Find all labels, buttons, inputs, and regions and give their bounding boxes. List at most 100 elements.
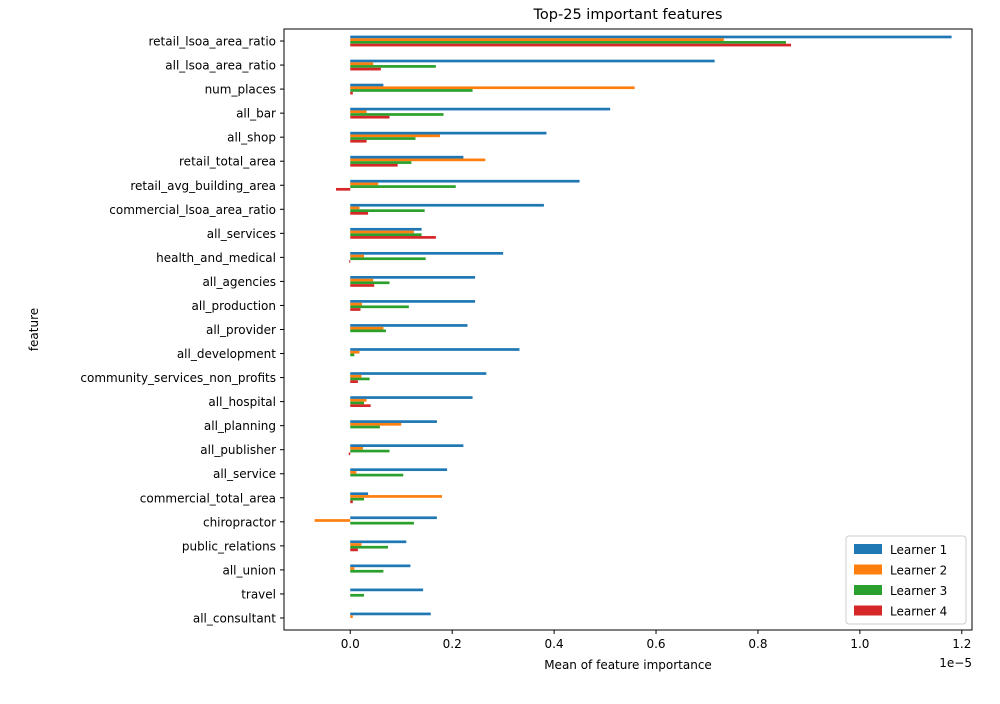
y-tick-label: commercial_lsoa_area_ratio bbox=[109, 203, 276, 217]
y-axis-ticks: retail_lsoa_area_ratio all_lsoa_area_rati… bbox=[80, 35, 284, 625]
y-tick-label: commercial_total_area bbox=[140, 491, 276, 505]
bar-all_lsoa_area_ratio-learner-3 bbox=[350, 65, 436, 68]
legend-label: Learner 2 bbox=[890, 564, 947, 578]
bar-health_and_medical-learner-2 bbox=[350, 254, 365, 258]
x-tick-label: 1.2 bbox=[952, 637, 971, 651]
y-tick-label: chiropractor bbox=[203, 515, 276, 529]
bar-all_hospital-learner-4 bbox=[350, 404, 371, 408]
legend-frame bbox=[845, 535, 967, 625]
bar-all_agencies-learner-2 bbox=[350, 278, 374, 282]
bar-all_planning-learner-2 bbox=[350, 422, 402, 426]
bar-travel-learner-1 bbox=[350, 588, 424, 592]
bar-all_shop-learner-1 bbox=[350, 131, 547, 135]
bar-health_and_medical-learner-1 bbox=[350, 251, 504, 255]
bar-all_agencies-learner-4 bbox=[350, 284, 375, 287]
legend-label: Learner 3 bbox=[890, 584, 947, 598]
x-tick-label: 0.2 bbox=[443, 637, 462, 651]
y-tick-label: all_service bbox=[213, 467, 276, 481]
y-tick-label: all_production bbox=[192, 299, 276, 313]
y-tick-label: retail_lsoa_area_ratio bbox=[149, 35, 277, 49]
bar-all_hospital-learner-1 bbox=[350, 396, 473, 399]
bar-all_planning-learner-1 bbox=[350, 420, 437, 423]
bar-all_consultant-learner-1 bbox=[350, 612, 431, 616]
bar-all_production-learner-1 bbox=[350, 300, 476, 303]
bar-all_services-learner-4 bbox=[350, 236, 436, 239]
bar-all_development-learner-2 bbox=[350, 350, 360, 354]
y-tick-label: retail_total_area bbox=[179, 155, 276, 169]
bar-commercial_total_area-learner-1 bbox=[350, 492, 369, 496]
bar-community_services_non_profits-learner-1 bbox=[350, 372, 487, 375]
x-tick-label: 0.6 bbox=[646, 637, 665, 651]
bar-commercial_lsoa_area_ratio-learner-1 bbox=[350, 203, 544, 207]
bar-commercial_lsoa_area_ratio-learner-4 bbox=[350, 212, 369, 215]
bar-chiropractor-learner-3 bbox=[350, 521, 414, 525]
bar-all_publisher-learner-3 bbox=[350, 449, 390, 453]
bar-commercial_total_area-learner-3 bbox=[350, 497, 365, 501]
bar-community_services_non_profits-learner-3 bbox=[350, 377, 370, 381]
bar-all_development-learner-3 bbox=[350, 353, 355, 357]
bar-all_shop-learner-3 bbox=[350, 137, 416, 140]
y-tick-label: all_union bbox=[222, 563, 276, 577]
bar-commercial_total_area-learner-4 bbox=[350, 500, 353, 504]
bar-all_union-learner-2 bbox=[350, 567, 355, 570]
y-tick-label: travel bbox=[241, 587, 276, 601]
bar-all_agencies-learner-3 bbox=[350, 281, 390, 285]
bar-public_relations-learner-2 bbox=[350, 543, 362, 546]
bar-all_union-learner-1 bbox=[350, 564, 411, 568]
bar-all_development-learner-1 bbox=[350, 348, 520, 351]
bar-num_places-learner-1 bbox=[350, 83, 384, 87]
bar-retail_total_area-learner-3 bbox=[350, 161, 412, 164]
bar-num_places-learner-2 bbox=[350, 86, 635, 90]
legend-label: Learner 1 bbox=[890, 543, 947, 557]
bar-chiropractor-learner-1 bbox=[350, 516, 437, 520]
legend-swatch bbox=[854, 605, 882, 616]
y-tick-label: public_relations bbox=[182, 539, 276, 553]
bar-all_union-learner-3 bbox=[350, 569, 384, 573]
y-tick-label: all_shop bbox=[227, 131, 276, 145]
legend: Learner 1 Learner 2 Learner 3 Learner 4 bbox=[845, 535, 967, 625]
bar-all_lsoa_area_ratio-learner-4 bbox=[350, 67, 381, 71]
x-tick-label: 1.0 bbox=[850, 637, 869, 651]
y-tick-label: all_consultant bbox=[193, 611, 276, 625]
bar-travel-learner-3 bbox=[350, 593, 365, 597]
bar-all_provider-learner-1 bbox=[350, 324, 468, 327]
legend-label: Learner 4 bbox=[890, 605, 947, 619]
bar-retail_lsoa_area_ratio-learner-2 bbox=[350, 38, 724, 42]
bar-community_services_non_profits-learner-2 bbox=[350, 374, 362, 378]
bar-all_bar-learner-4 bbox=[350, 115, 390, 119]
x-axis-label: Mean of feature importance bbox=[544, 658, 712, 672]
bar-retail_lsoa_area_ratio-learner-4 bbox=[350, 43, 792, 47]
bar-all_bar-learner-3 bbox=[350, 113, 444, 116]
bar-all_publisher-learner-4 bbox=[348, 452, 351, 456]
bar-all_production-learner-4 bbox=[350, 308, 361, 311]
legend-swatch bbox=[854, 544, 882, 554]
y-tick-label: retail_avg_building_area bbox=[130, 179, 276, 193]
y-tick-label: community_services_non_profits bbox=[80, 371, 276, 385]
bar-all_shop-learner-4 bbox=[350, 139, 367, 143]
bar-all_publisher-learner-1 bbox=[350, 444, 464, 447]
bar-retail_total_area-learner-2 bbox=[350, 158, 486, 162]
bar-all_production-learner-3 bbox=[350, 305, 409, 309]
bars-layer bbox=[314, 35, 952, 618]
bar-num_places-learner-3 bbox=[350, 89, 473, 92]
legend-swatch bbox=[854, 564, 882, 575]
y-tick-label: health_and_medical bbox=[156, 251, 276, 265]
bar-public_relations-learner-3 bbox=[350, 545, 388, 549]
bar-health_and_medical-learner-4 bbox=[349, 260, 351, 263]
bar-retail_total_area-learner-1 bbox=[350, 155, 464, 159]
bar-retail_avg_building_area-learner-1 bbox=[350, 179, 580, 183]
bar-all_provider-learner-3 bbox=[350, 329, 386, 333]
y-tick-label: all_provider bbox=[206, 323, 276, 337]
bar-all_agencies-learner-1 bbox=[350, 276, 476, 279]
bar-commercial_total_area-learner-2 bbox=[350, 495, 442, 498]
plot-frame bbox=[283, 28, 973, 631]
bar-all_planning-learner-3 bbox=[350, 425, 380, 429]
bar-retail_avg_building_area-learner-3 bbox=[350, 185, 456, 188]
bar-commercial_lsoa_area_ratio-learner-2 bbox=[350, 206, 360, 210]
bar-public_relations-learner-4 bbox=[350, 548, 358, 552]
x-tick-label: 0.4 bbox=[545, 637, 564, 651]
bar-community_services_non_profits-learner-4 bbox=[350, 380, 358, 383]
bar-all_service-learner-1 bbox=[350, 468, 448, 472]
